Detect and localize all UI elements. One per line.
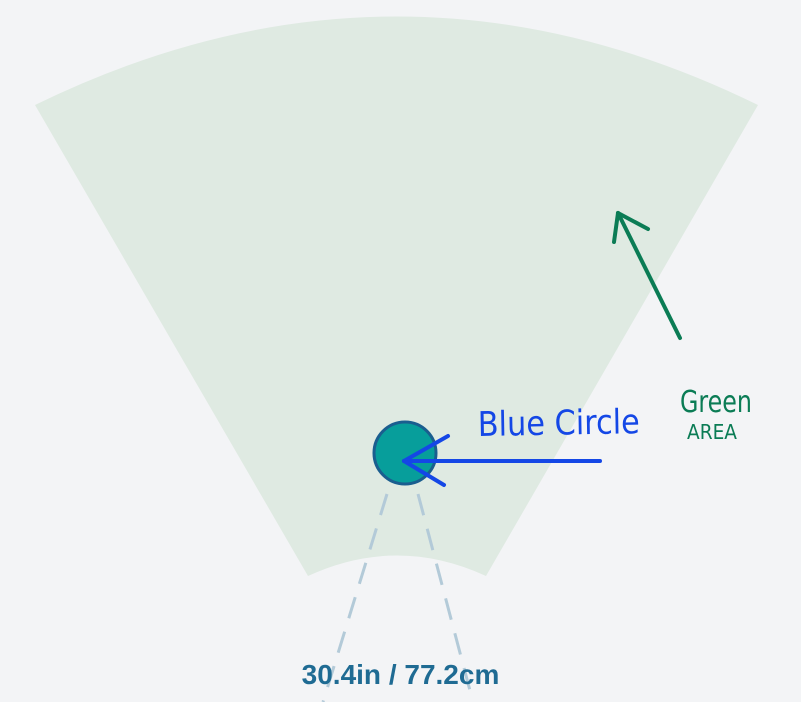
blue-circle-label: Blue Circle xyxy=(477,402,640,445)
green-area-label-line2: area xyxy=(687,420,737,444)
blue-arrow xyxy=(402,434,602,487)
dashed-line-left xyxy=(321,493,389,702)
green-area-label-line1: Green xyxy=(680,385,752,420)
blue-circle xyxy=(372,420,438,486)
green-arrow xyxy=(612,211,682,340)
measurement-label: 30.4in / 77.2cm xyxy=(301,659,500,690)
green-area xyxy=(35,16,758,576)
